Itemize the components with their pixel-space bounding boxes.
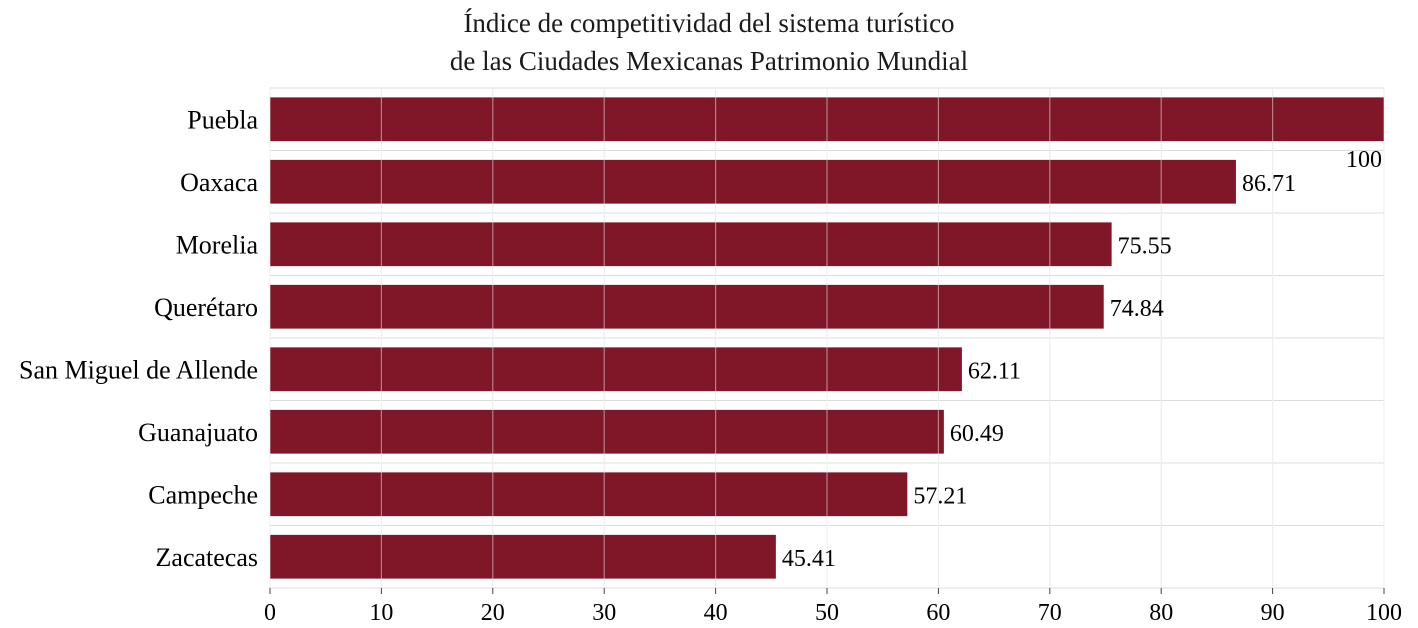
category-label: Campeche <box>148 480 258 509</box>
bar <box>270 472 908 517</box>
labels: 0 10 20 30 40 50 60 70 80 90 100 Puebla 100 Oaxaca 86.… <box>19 105 1402 626</box>
category-label: Guanajuato <box>138 418 258 447</box>
x-tick-label: 0 <box>264 600 276 626</box>
x-tick-label: 80 <box>1149 600 1173 626</box>
value-label: 62.11 <box>968 358 1021 384</box>
value-label: 74.84 <box>1110 296 1164 322</box>
x-tick-label: 90 <box>1261 600 1285 626</box>
bar <box>270 409 944 454</box>
category-label: Querétaro <box>154 293 258 322</box>
chart-title-line-1: Índice de competitividad del sistema tur… <box>463 8 955 38</box>
category-label: Morelia <box>176 230 259 259</box>
x-tick-label: 100 <box>1366 600 1402 626</box>
x-tick-label: 50 <box>815 600 839 626</box>
x-tick-label: 10 <box>369 600 393 626</box>
grid-overlay <box>269 88 1385 588</box>
category-label: Zacatecas <box>156 543 258 572</box>
bar <box>270 97 1384 142</box>
bar <box>270 284 1104 329</box>
value-label: 45.41 <box>782 546 836 572</box>
value-label: 57.21 <box>913 483 967 509</box>
chart-title: Índice de competitividad del sistema tur… <box>0 4 1418 80</box>
bar <box>270 534 776 579</box>
x-tick-label: 30 <box>592 600 616 626</box>
category-label: San Miguel de Allende <box>19 355 258 384</box>
bar <box>270 222 1112 267</box>
x-tick-label: 20 <box>481 600 505 626</box>
bar <box>270 159 1236 204</box>
x-tick-label: 70 <box>1038 600 1062 626</box>
bars <box>270 97 1384 579</box>
value-label: 75.55 <box>1118 233 1172 259</box>
x-tick-label: 40 <box>704 600 728 626</box>
bar <box>270 347 962 392</box>
value-label: 60.49 <box>950 421 1004 447</box>
value-label: 100 <box>1346 147 1382 173</box>
category-label: Puebla <box>187 105 258 134</box>
category-label: Oaxaca <box>180 168 258 197</box>
chart-title-line-2: de las Ciudades Mexicanas Patrimonio Mun… <box>449 46 969 76</box>
value-label: 86.71 <box>1242 171 1296 197</box>
grid <box>269 87 1385 589</box>
x-tick-label: 60 <box>926 600 950 626</box>
